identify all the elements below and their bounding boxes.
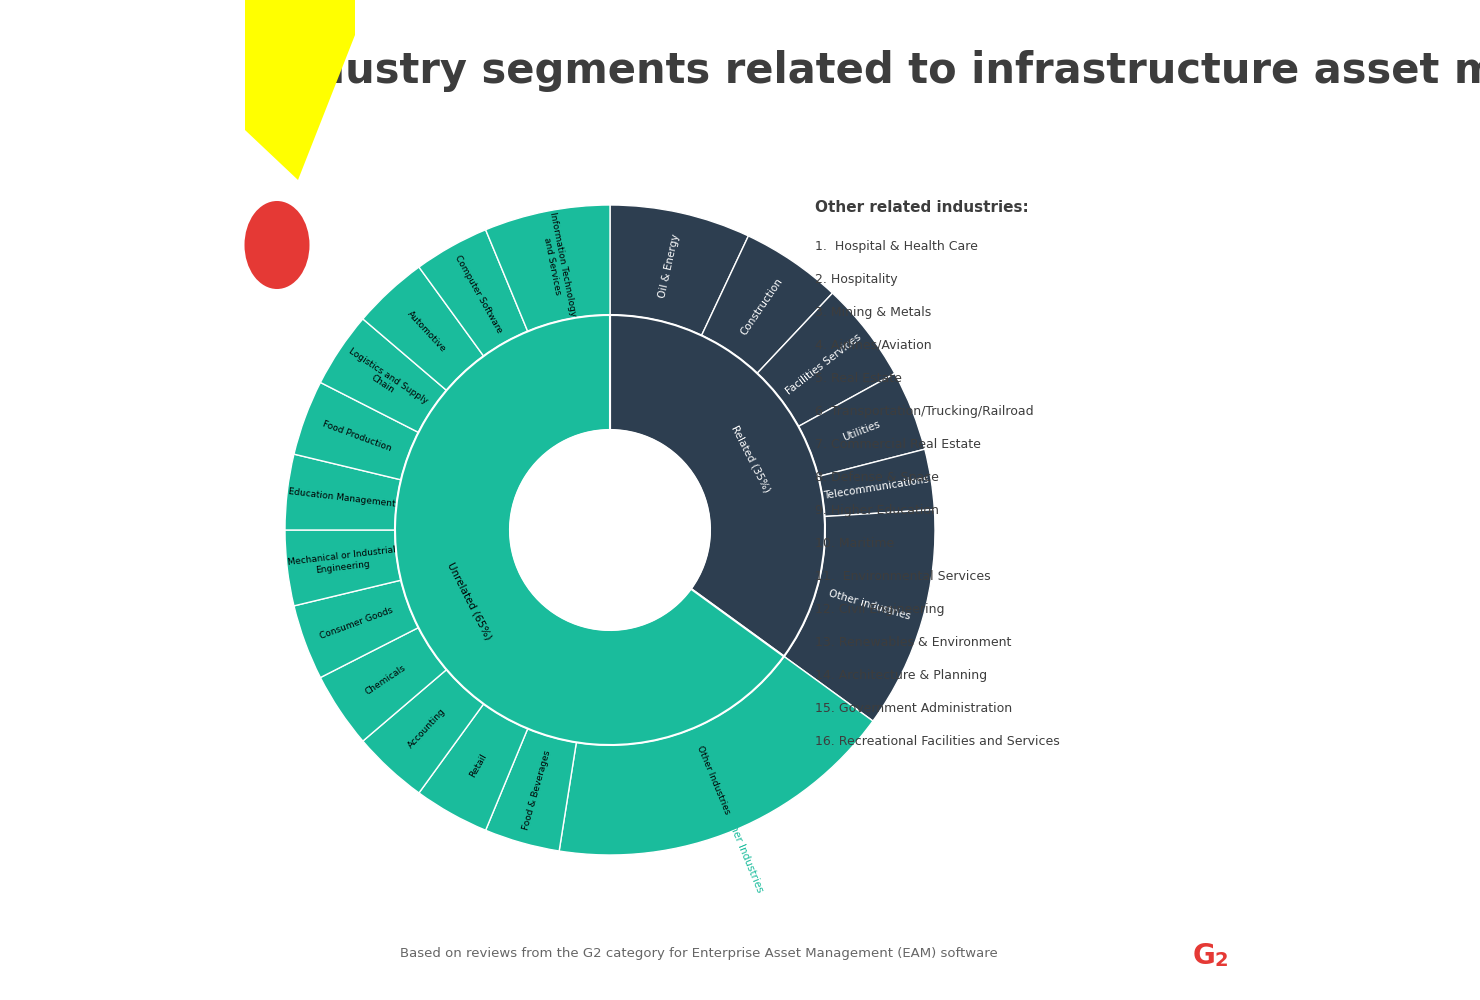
Text: Chemicals: Chemicals [364, 663, 407, 697]
Wedge shape [798, 373, 925, 477]
Text: Mechanical or Industrial
Engineering: Mechanical or Industrial Engineering [287, 546, 397, 578]
Text: 14. Architecture & Planning: 14. Architecture & Planning [815, 669, 987, 682]
Text: Other Industries: Other Industries [696, 744, 731, 815]
Text: Computer Software: Computer Software [453, 254, 503, 335]
Wedge shape [363, 670, 484, 793]
Wedge shape [702, 236, 832, 373]
Text: Unrelated (65%): Unrelated (65%) [445, 561, 493, 642]
Ellipse shape [244, 201, 309, 289]
Wedge shape [784, 510, 935, 721]
Wedge shape [758, 293, 895, 426]
Wedge shape [419, 704, 528, 830]
Text: 2. Hospitality: 2. Hospitality [815, 273, 898, 286]
Text: 10. Maritime: 10. Maritime [815, 537, 894, 550]
Text: Retail: Retail [468, 752, 488, 779]
Text: 8. Defense & Space: 8. Defense & Space [815, 471, 938, 484]
Text: Food & Beverages: Food & Beverages [521, 749, 552, 831]
Text: 15. Government Administration: 15. Government Administration [815, 702, 1012, 715]
Text: G: G [1193, 942, 1215, 970]
Text: 6. Transportation/Trucking/Railroad: 6. Transportation/Trucking/Railroad [815, 405, 1033, 418]
Text: 2: 2 [1215, 951, 1228, 970]
Text: Other industries: Other industries [827, 589, 912, 622]
Text: Other related industries:: Other related industries: [815, 200, 1029, 215]
Text: Consumer Goods: Consumer Goods [318, 606, 395, 641]
Text: 13. Renewables & Environment: 13. Renewables & Environment [815, 636, 1011, 649]
Wedge shape [295, 382, 419, 480]
Text: 4. Airlines/Aviation: 4. Airlines/Aviation [815, 339, 931, 352]
Text: Related (35%): Related (35%) [730, 423, 771, 494]
Text: 5. Real Estate: 5. Real Estate [815, 372, 901, 385]
Text: Utilities: Utilities [841, 419, 881, 443]
Wedge shape [818, 449, 934, 517]
Text: Food Production: Food Production [321, 420, 392, 453]
Wedge shape [295, 580, 419, 678]
Polygon shape [246, 0, 355, 180]
Text: Logistics and Supply
Chain: Logistics and Supply Chain [342, 346, 429, 414]
Text: Telecommunications: Telecommunications [823, 474, 929, 501]
Wedge shape [485, 205, 610, 331]
Text: 3. Mining & Metals: 3. Mining & Metals [815, 306, 931, 319]
Wedge shape [610, 315, 824, 656]
Text: Accounting: Accounting [406, 707, 447, 750]
Text: 7. Commercial Real Estate: 7. Commercial Real Estate [815, 438, 981, 451]
Text: Automotive: Automotive [406, 309, 448, 354]
Circle shape [511, 430, 710, 630]
Wedge shape [395, 315, 784, 745]
Text: Based on reviews from the G2 category for Enterprise Asset Management (EAM) soft: Based on reviews from the G2 category fo… [400, 947, 998, 960]
Wedge shape [321, 628, 447, 741]
Text: Oil & Energy: Oil & Energy [657, 234, 681, 299]
Text: Other Industries: Other Industries [724, 812, 765, 894]
Wedge shape [610, 205, 749, 335]
Text: Education Management: Education Management [289, 487, 395, 509]
Text: 11.  Environmental Services: 11. Environmental Services [815, 570, 990, 583]
Wedge shape [286, 454, 401, 530]
Text: 9. Higher Education: 9. Higher Education [815, 504, 938, 517]
Text: Industry segments related to infrastructure asset management: Industry segments related to infrastruct… [269, 50, 1480, 92]
Text: 16. Recreational Facilities and Services: 16. Recreational Facilities and Services [815, 735, 1060, 748]
Text: 1.  Hospital & Health Care: 1. Hospital & Health Care [815, 240, 978, 253]
Wedge shape [559, 656, 873, 855]
Wedge shape [363, 267, 484, 390]
Text: Facilities Services: Facilities Services [784, 332, 863, 397]
Text: 12. Civil Engineering: 12. Civil Engineering [815, 603, 944, 616]
Text: Information Technology
and Services: Information Technology and Services [537, 211, 577, 319]
Wedge shape [321, 319, 447, 432]
Text: Construction: Construction [739, 276, 784, 337]
Wedge shape [419, 230, 528, 356]
Wedge shape [485, 729, 576, 851]
Wedge shape [286, 530, 401, 606]
